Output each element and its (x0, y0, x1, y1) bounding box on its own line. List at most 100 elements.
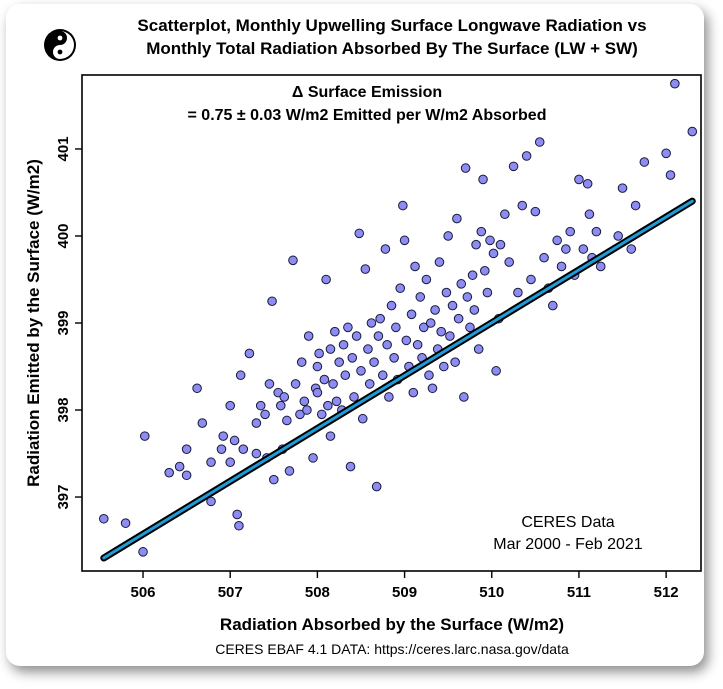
scatter-point (547, 300, 558, 311)
scatter-point (410, 261, 420, 272)
scatter-point (251, 418, 262, 428)
slope-annotation-line-2: = 0.75 ± 0.03 W/m2 Emitted per W/m2 Abso… (188, 107, 547, 124)
scatter-point (578, 244, 589, 254)
scatter-point (687, 126, 698, 137)
scatter-point (595, 261, 606, 272)
scatter-point (251, 448, 262, 459)
scatter-point (308, 453, 318, 463)
scatter-point (345, 461, 356, 472)
chart-title-line-2: Monthly Total Radiation Absorbed By The … (146, 39, 638, 58)
scatter-point (192, 383, 202, 394)
scatter-point (561, 244, 571, 254)
scatter-point (485, 235, 495, 246)
scatter-point (469, 305, 480, 315)
scatter-point (584, 209, 595, 220)
scatter-point (534, 137, 545, 147)
scatter-point (347, 353, 358, 363)
scatter-point (296, 357, 307, 367)
scatter-point (482, 287, 493, 298)
scatter-point (325, 431, 336, 441)
scatter-point (340, 370, 351, 381)
scatter-point (582, 178, 593, 189)
scatter-point (363, 344, 373, 354)
x-tick-label: 507 (218, 584, 243, 601)
y-tick-label: 398 (55, 398, 72, 423)
scatter-point (375, 313, 385, 324)
scatter-point (360, 264, 371, 274)
scatter-point (373, 331, 384, 341)
scatter-point (330, 326, 340, 337)
scatter-point (462, 292, 473, 302)
scatter-point (639, 157, 650, 167)
scatter-point (279, 392, 290, 402)
scatter-point (382, 339, 392, 350)
scatter-point (425, 318, 436, 328)
scatter-point (235, 370, 246, 381)
scatter-point (331, 396, 342, 407)
chart-title-line-1: Scatterplot, Monthly Upwelling Surface L… (137, 16, 646, 35)
scatter-point (530, 206, 541, 217)
figure-card: Scatterplot, Monthly Upwelling Surface L… (6, 4, 704, 666)
source-caption: CERES EBAF 4.1 DATA: https://ceres.larc.… (215, 641, 569, 657)
x-axis-label: Radiation Absorbed by the Surface (W/m2) (220, 615, 564, 634)
scatter-point (399, 235, 410, 246)
scatter-point (439, 361, 449, 372)
scatter-point (443, 231, 453, 241)
x-tick-label: 509 (392, 584, 417, 601)
data-note-line-1: CERES Data (521, 514, 614, 531)
scatter-point (120, 518, 131, 528)
scatter-point (389, 353, 399, 363)
scatter-point (98, 513, 109, 524)
scatter-point (613, 231, 623, 241)
x-tick-label: 512 (654, 584, 679, 601)
y-tick-label: 401 (55, 136, 72, 161)
scatter-point (181, 470, 192, 481)
scatter-point (267, 296, 277, 307)
scatter-point (517, 200, 528, 211)
scatter-point (424, 370, 434, 381)
scatter-point (521, 151, 532, 161)
scatter-point (418, 322, 429, 333)
scatter-point (325, 344, 336, 354)
scatter-point (386, 300, 397, 311)
scatter-point (670, 78, 680, 89)
data-note-line-2: Mar 2000 - Feb 2021 (493, 536, 643, 553)
scatter-point (406, 309, 417, 320)
scatter-point (552, 235, 562, 246)
scatter-point (275, 400, 286, 411)
scatter-point (508, 161, 519, 172)
scatter-point (495, 239, 506, 250)
y-tick-label: 400 (55, 223, 72, 248)
scatter-point (626, 244, 637, 254)
scatter-point (206, 496, 216, 507)
scatter-point (384, 392, 394, 402)
scatter-point (380, 244, 391, 254)
scatter-point (526, 274, 536, 285)
scatter-point (366, 318, 377, 328)
scatter-point (398, 200, 408, 211)
scatter-point (415, 292, 426, 302)
y-tick-label: 399 (55, 310, 72, 335)
scatter-point (139, 431, 150, 441)
scatter-point (349, 392, 359, 402)
scatter-point (445, 331, 455, 341)
scatter-point (491, 366, 501, 376)
y-axis-label: Radiation Emitted by the Surface (W/m2) (24, 159, 43, 487)
scatter-point (229, 435, 240, 446)
scatter-point (295, 409, 305, 420)
scatter-point (264, 379, 275, 389)
scatter-point (479, 265, 490, 276)
scatter-point (471, 239, 481, 250)
scatter-point (467, 270, 478, 280)
scatter-point (357, 413, 368, 424)
scatter-point (284, 466, 295, 476)
scatter-point (302, 405, 312, 415)
scatter-point (473, 344, 484, 354)
scatter-point (216, 444, 227, 454)
scatter-point (260, 409, 270, 420)
scatter-point (430, 305, 440, 315)
scatter-point (395, 283, 406, 293)
scatter-point (303, 331, 314, 341)
scatter-point (565, 226, 576, 237)
scatter-point (391, 322, 401, 333)
